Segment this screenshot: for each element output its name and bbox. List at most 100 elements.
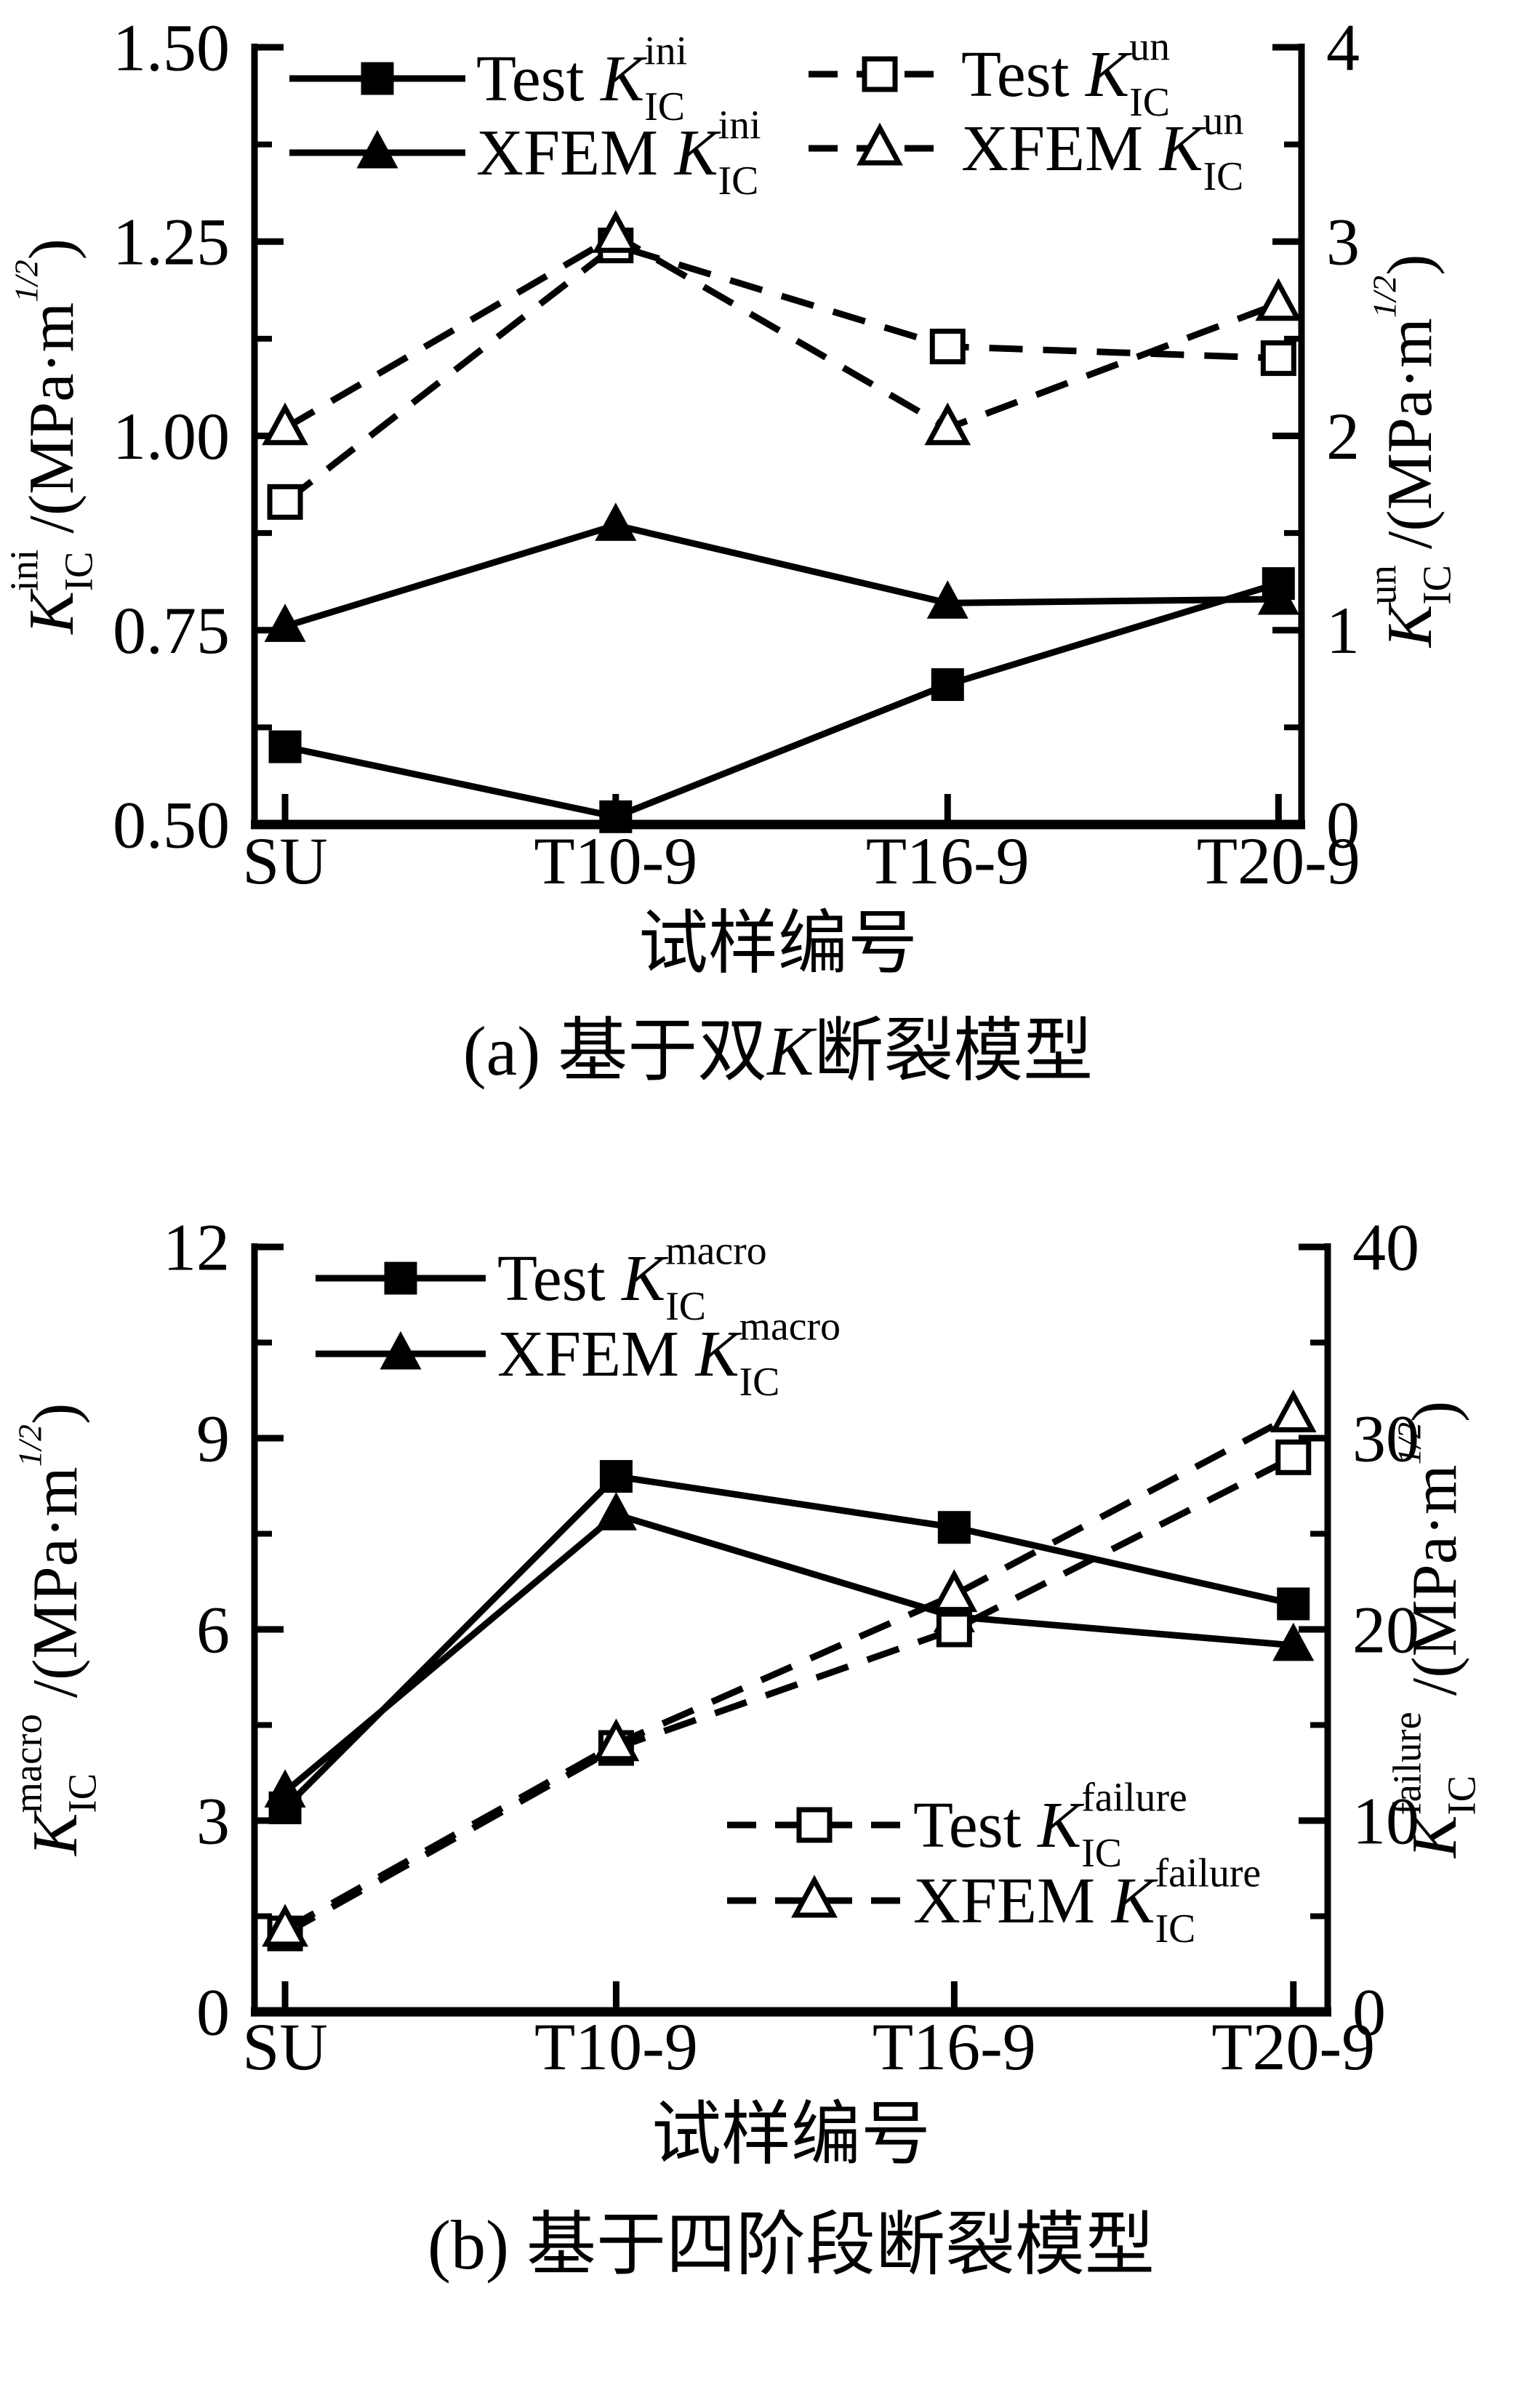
right-axis-title: KICun /(MPa·m1/2): [1360, 254, 1459, 649]
left-tick-label: 0.50: [113, 787, 230, 862]
k-superscript: un: [1129, 25, 1170, 70]
legend-label-test-kic-failure: Test KIC failure: [913, 1776, 1187, 1877]
category-label: T16-9: [873, 2010, 1036, 2084]
legend-item-test-kic-failure: Test KIC failure: [727, 1776, 1187, 1877]
k-subscript: IC: [1203, 154, 1244, 199]
legend-item-xfem-kic-un: XFEM KIC un: [809, 99, 1244, 199]
left-tick-label: 1.00: [113, 399, 230, 473]
series-test-kic-ini-square-filled: [268, 730, 302, 763]
legend-item-xfem-kic-ini: XFEM KIC ini: [289, 103, 761, 204]
series-xfem-kic-un-line: [283, 232, 1280, 432]
legend-label-xfem-kic-ini: XFEM KIC ini: [476, 103, 761, 204]
series-xfem-kic-failure-triangle-open: [593, 1718, 640, 1762]
axes: 0 3 6 9 12 0 10 20 30 40 SU T10-9 T16-9 T20-9: [163, 1210, 1419, 2084]
category-label: T20-9: [1197, 824, 1360, 898]
legend-xfem-kic-failure-triangle-open: [791, 1874, 838, 1918]
legend-xfem-kic-un-triangle-open: [857, 122, 903, 166]
right-tick-label: 20: [1352, 1592, 1419, 1666]
series-test-kic-un: [267, 228, 1296, 520]
legend-label-xfem-kic-failure: XFEM KIC failure: [913, 1851, 1261, 1952]
caption-prefix: (a) 基于双: [463, 1012, 768, 1090]
series-test-kic-failure-square-open: [1275, 1439, 1312, 1475]
series-xfem-kic-failure-triangle-open: [931, 1569, 978, 1613]
left-tick-label: 6: [196, 1592, 230, 1666]
series-xfem-kic-un-triangle-open: [262, 402, 308, 446]
left-tick-label: 3: [196, 1784, 230, 1858]
unit-text: /(MPa·m: [1375, 318, 1445, 565]
legend-prefix: XFEM: [497, 1318, 696, 1390]
unit-exponent: 1/2: [1366, 276, 1403, 318]
series-xfem-kic-failure-line: [283, 1412, 1295, 1933]
unit-close: ): [1375, 254, 1445, 276]
right-tick-label: 10: [1352, 1784, 1419, 1858]
caption-k: K: [766, 1012, 817, 1090]
k-symbol: K: [694, 1318, 742, 1390]
category-label: SU: [242, 2010, 328, 2084]
legend-item-test-kic-un: Test KIC un: [809, 25, 1170, 126]
series-test-kic-macro-line: [282, 1472, 1294, 1810]
k-superscript: failure: [1081, 1776, 1187, 1821]
right-tick-label: 30: [1352, 1401, 1419, 1475]
right-axis-ticks: 0 1 2 3 4: [1272, 10, 1360, 862]
k-symbol: K: [1158, 113, 1206, 185]
x-title-text: 试样编号: [638, 904, 918, 982]
legend-prefix: Test: [476, 43, 601, 115]
legend-prefix: XFEM: [961, 113, 1160, 185]
k-superscript: un: [1360, 565, 1405, 605]
legend-label-test-kic-ini: Test KIC ini: [476, 29, 687, 130]
axes: 0.50 0.75 1.00 1.25 1.50 0 1 2 3 4 SU T10-9 T16-9 T20…: [113, 10, 1360, 898]
legend-item-test-kic-ini: Test KIC ini: [289, 29, 687, 130]
chart-a-double-k-model: 0.50 0.75 1.00 1.25 1.50 0 1 2 3 4 SU T10-9 T16-9 T20…: [2, 10, 1459, 1090]
series-xfem-kic-ini-line: [284, 521, 1279, 630]
unit-text: /(MPa·m: [1400, 1464, 1470, 1712]
caption-prefix: (b) 基于四阶段断裂模型: [428, 2206, 1155, 2284]
legend-test-kic-macro-square-filled: [384, 1261, 417, 1295]
series-xfem-kic-failure-triangle-open: [1270, 1389, 1317, 1432]
x-axis-title: 试样编号: [651, 2095, 931, 2173]
right-tick-label: 3: [1326, 205, 1360, 279]
x-axis-ticks: SU T10-9 T16-9 T20-9: [242, 794, 1360, 898]
series-test-kic-ini-line: [284, 580, 1280, 820]
k-superscript: macro: [739, 1304, 841, 1349]
legend-xfem-kic-ini-triangle-filled: [356, 129, 398, 169]
series-xfem-kic-macro: [264, 1492, 1315, 1808]
series-test-kic-macro: [268, 1460, 1310, 1824]
k-subscript: IC: [56, 552, 100, 592]
x-axis-title: 试样编号: [638, 904, 918, 982]
series-xfem-kic-ini-triangle-filled: [264, 603, 306, 642]
k-symbol: K: [599, 43, 647, 115]
series-test-kic-failure-square-open: [936, 1611, 972, 1648]
legend-label-xfem-kic-macro: XFEM KIC macro: [497, 1304, 841, 1405]
legend-test-kic-failure-square-open: [796, 1807, 833, 1843]
series-xfem-kic-un-triangle-open: [1255, 278, 1302, 321]
k-subscript: IC: [1155, 1906, 1196, 1951]
series-test-kic-un-square-open: [1260, 340, 1296, 377]
series-test-kic-macro-square-filled: [1277, 1587, 1310, 1621]
legend-prefix: XFEM: [476, 117, 675, 189]
k-symbol: K: [1036, 1789, 1084, 1861]
right-axis-ticks: 0 10 20 30 40: [1299, 1210, 1419, 2049]
k-subscript: IC: [1414, 565, 1459, 605]
series-xfem-kic-macro-triangle-filled: [264, 1769, 306, 1808]
legend-item-test-kic-macro: Test KIC macro: [316, 1229, 767, 1329]
k-superscript: ini: [718, 103, 761, 148]
legend-prefix: Test: [961, 39, 1086, 111]
legend-item-xfem-kic-failure: XFEM KIC failure: [727, 1851, 1261, 1952]
left-tick-label: 1.50: [113, 10, 230, 84]
left-tick-label: 12: [163, 1210, 230, 1284]
k-subscript: IC: [665, 1284, 706, 1329]
right-axis-title: KICfailure /(MPa·m1/2): [1385, 1401, 1484, 1860]
series-xfem-kic-failure: [262, 1389, 1317, 1947]
k-symbol: K: [17, 588, 87, 635]
legend-item-xfem-kic-macro: XFEM KIC macro: [316, 1304, 841, 1405]
left-axis-ticks: 0 3 6 9 12: [163, 1210, 284, 2049]
k-superscript: failure: [1385, 1712, 1429, 1815]
series-test-kic-un-square-open: [929, 329, 966, 365]
k-superscript: macro: [6, 1714, 50, 1813]
series-xfem-kic-ini-triangle-filled: [1257, 576, 1299, 615]
k-symbol: K: [620, 1243, 668, 1315]
series-xfem-kic-un-triangle-open: [924, 402, 971, 446]
subfigure-caption: (b) 基于四阶段断裂模型: [428, 2206, 1155, 2284]
legend-label-test-kic-un: Test KIC un: [961, 25, 1170, 126]
